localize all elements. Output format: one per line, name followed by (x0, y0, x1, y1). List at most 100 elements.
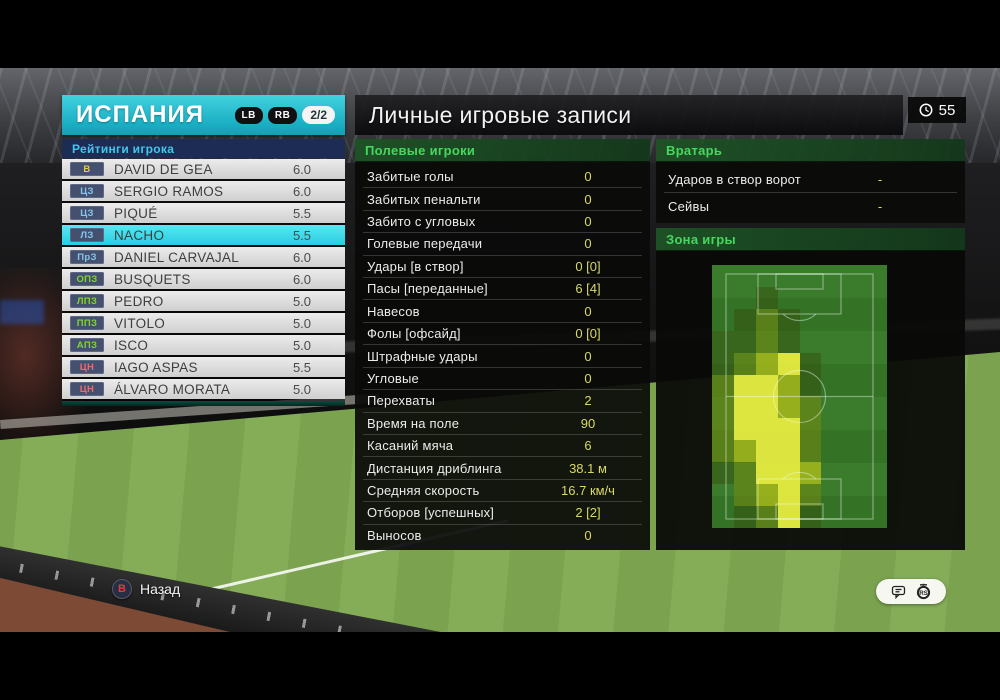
team-name: ИСПАНИЯ (76, 101, 204, 128)
heatmap-cell (712, 330, 734, 353)
player-name: ISCO (114, 337, 149, 353)
heatmap-cell (799, 418, 822, 441)
gamepad-b-icon[interactable]: B (112, 579, 132, 599)
heatmap-cell (733, 484, 756, 507)
stat-row: Дистанция дриблинга 38.1 м (363, 457, 642, 480)
player-rating: 6.0 (292, 271, 312, 287)
footer-hint-pill: RS (876, 579, 946, 604)
heatmap-cell (755, 308, 778, 331)
stat-label: Голевые передачи (367, 236, 483, 252)
stat-label: Угловые (367, 370, 419, 386)
heatmap-cell (712, 374, 734, 397)
heatmap-cell (755, 374, 778, 397)
player-rating: 5.0 (292, 293, 312, 309)
heatmap-cell (799, 352, 822, 375)
heatmap-cell (777, 308, 800, 331)
list-item[interactable]: АПЗ ISCO 5.0 (62, 335, 345, 355)
list-item[interactable]: В DAVID DE GEA 6.0 (62, 159, 345, 179)
chat-icon[interactable] (891, 585, 906, 599)
position-badge: ЛПЗ (70, 294, 104, 308)
position-badge: ПрЗ (70, 250, 104, 264)
list-item[interactable]: ППЗ VITOLO 5.0 (62, 313, 345, 333)
stat-label: Дистанция дриблинга (367, 460, 502, 476)
field-player-stats-panel: Полевые игроки Забитые голы 0 Забитых пена… (355, 139, 650, 550)
stat-value: 0 (584, 236, 592, 252)
list-item[interactable]: ЦЗ PIQUÉ 5.5 (62, 203, 345, 223)
heatmap-cell (733, 506, 756, 528)
heatmap-cell (799, 506, 822, 528)
heatmap-cell (733, 374, 756, 397)
stat-label: Сейвы (668, 198, 710, 214)
stat-value: 0 (584, 191, 592, 207)
page-indicator: 2/2 (302, 106, 335, 124)
zone-header: Зона игры (656, 228, 965, 251)
heatmap-cell (712, 440, 734, 463)
page-title: Личные игровые записи (369, 101, 632, 128)
stat-value: 0 [0] (575, 326, 601, 342)
list-item[interactable]: ЛЗ NACHO 5.5 (62, 225, 345, 245)
goalkeeper-stats-panel: Вратарь Ударов в створ ворот - Сейвы - (656, 139, 965, 223)
heatmap-cell (777, 374, 800, 397)
heatmap-cell (799, 374, 822, 397)
led-board (0, 300, 44, 324)
stat-label: Отборов [успешных] (367, 505, 495, 521)
list-item[interactable]: ОПЗ BUSQUETS 6.0 (62, 269, 345, 289)
heatmap-cell (712, 418, 734, 441)
stat-row: Штрафные удары 0 (363, 345, 642, 368)
list-item[interactable]: ЦЗ SERGIO RAMOS 6.0 (62, 181, 345, 201)
position-badge: ОПЗ (70, 272, 104, 286)
stat-label: Касаний мяча (367, 438, 454, 454)
stat-value: - (877, 198, 883, 214)
match-clock: 55 (908, 97, 966, 123)
list-item[interactable]: ПрЗ DANIEL CARVAJAL 6.0 (62, 247, 345, 267)
heatmap-cell (733, 352, 756, 375)
stat-row: Перехваты 2 (363, 390, 642, 413)
list-item[interactable]: ЦН ÁLVARO MORATA 5.0 (62, 379, 345, 399)
heatmap-cell (755, 484, 778, 507)
stat-value: 6 [4] (575, 281, 601, 297)
heatmap-grid (712, 265, 887, 528)
stat-value: 90 (580, 415, 596, 431)
player-name: PIQUÉ (114, 205, 158, 221)
heatmap-cell (712, 396, 734, 419)
stat-value: 0 (584, 214, 592, 230)
heatmap-cell (777, 396, 800, 419)
rb-key-icon[interactable]: RB (267, 106, 298, 124)
zone-body (656, 251, 965, 550)
list-item[interactable]: ЛПЗ PEDRO 5.0 (62, 291, 345, 311)
player-name: NACHO (114, 227, 165, 243)
right-stick-icon[interactable]: RS (915, 583, 932, 600)
player-rating: 6.0 (292, 249, 312, 265)
heatmap-cell (733, 330, 756, 353)
position-badge: ЦЗ (70, 206, 104, 220)
letterbox-top (0, 0, 1000, 68)
stat-label: Навесов (367, 303, 420, 319)
stat-label: Время на поле (367, 415, 460, 431)
heatmap-cell (799, 396, 822, 419)
back-control[interactable]: B Назад (112, 579, 180, 599)
player-name: DAVID DE GEA (114, 161, 213, 177)
zone-panel: Зона игры (656, 228, 965, 550)
stat-row: Ударов в створ ворот - (664, 166, 957, 193)
stat-label: Перехваты (367, 393, 436, 409)
lb-key-icon[interactable]: LB (234, 106, 263, 124)
stat-row: Забитых пенальти 0 (363, 188, 642, 211)
stat-value: 0 (584, 303, 592, 319)
team-header: ИСПАНИЯ LB RB 2/2 (62, 95, 345, 135)
stat-label: Средняя скорость (367, 482, 480, 498)
player-rating: 5.0 (292, 315, 312, 331)
heatmap-pitch (712, 265, 887, 528)
stat-label: Ударов в створ ворот (668, 171, 801, 187)
stat-value: 0 [0] (575, 258, 601, 274)
player-rating: 6.0 (292, 161, 312, 177)
list-item[interactable]: ЦН IAGO ASPAS 5.5 (62, 357, 345, 377)
heatmap-cell (755, 352, 778, 375)
goalkeeper-stats-body: Ударов в створ ворот - Сейвы - (656, 162, 965, 223)
position-badge: ЛЗ (70, 228, 104, 242)
heatmap-cell (712, 352, 734, 375)
field-player-stats-header: Полевые игроки (355, 139, 650, 162)
right-stick-label: RS (919, 590, 928, 597)
stat-row: Забитые голы 0 (363, 166, 642, 189)
stat-label: Забитых пенальти (367, 191, 481, 207)
stat-row: Угловые 0 (363, 368, 642, 391)
